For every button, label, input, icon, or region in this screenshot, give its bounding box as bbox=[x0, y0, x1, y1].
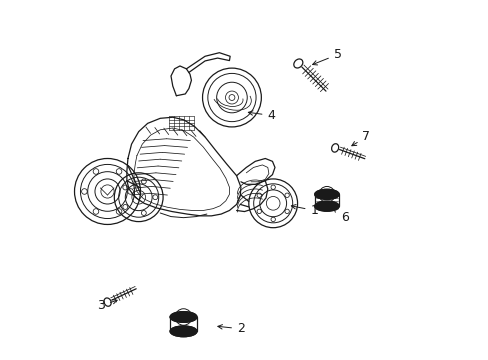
Text: 7: 7 bbox=[351, 130, 370, 146]
Ellipse shape bbox=[314, 189, 339, 199]
Ellipse shape bbox=[314, 201, 339, 211]
Text: 3: 3 bbox=[97, 299, 117, 312]
Text: 4: 4 bbox=[248, 109, 275, 122]
Ellipse shape bbox=[170, 326, 197, 337]
Ellipse shape bbox=[170, 312, 197, 322]
Text: 5: 5 bbox=[312, 48, 341, 65]
Text: 2: 2 bbox=[218, 322, 244, 335]
Text: 1: 1 bbox=[291, 204, 318, 217]
Polygon shape bbox=[170, 317, 197, 331]
Text: 6: 6 bbox=[333, 208, 348, 224]
